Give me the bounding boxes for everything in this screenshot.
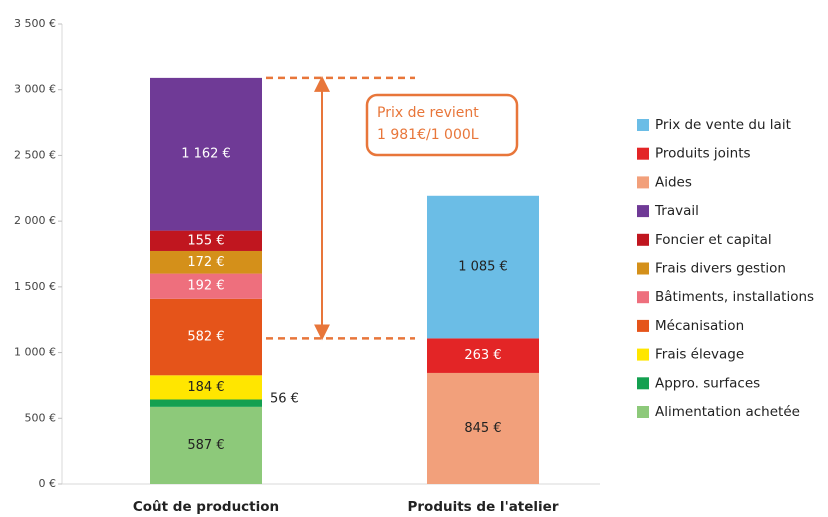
legend-label: Produits joints [655,146,751,162]
legend-label: Appro. surfaces [655,375,760,391]
data-label: 845 € [464,421,501,436]
legend-swatch [637,348,649,361]
y-tick-label: 0 € [39,477,57,490]
x-tick-label: Produits de l'atelier [408,499,559,515]
data-label: 263 € [464,348,501,363]
legend-swatch [637,377,649,390]
data-label: 155 € [187,233,224,248]
bar-segment [150,375,262,400]
data-label: 192 € [187,279,224,294]
data-label: 582 € [187,330,224,345]
y-tick-label: 500 € [25,411,57,424]
y-tick-label: 1 500 € [14,280,56,293]
y-tick-label: 3 500 € [14,17,56,30]
bar-segment [150,77,262,231]
legend-label: Aides [655,174,692,190]
legend-swatch [637,406,649,418]
annotation: Prix de revient [377,105,479,121]
legend-swatch [637,319,649,332]
bar-segment [150,298,262,376]
legend-label: Foncier et capital [655,232,772,248]
legend-label: Frais divers gestion [655,261,786,277]
legend-label: Travail [654,203,699,219]
annotation: 1 981€/1 000L [377,127,479,143]
data-label: 56 € [270,392,299,407]
legend-label: Prix de vente du lait [655,117,791,133]
legend-swatch [637,291,649,304]
y-tick-label: 1 000 € [14,346,56,359]
legend-label: Frais élevage [655,347,744,363]
data-label: 184 € [187,380,224,395]
bar-segment [427,372,539,484]
legend-swatch [637,147,649,160]
y-tick-label: 2 000 € [14,214,56,227]
x-tick-label: Coût de production [133,499,279,515]
legend-swatch [637,119,649,131]
bar-segment [427,195,539,339]
y-tick-label: 2 500 € [14,148,56,161]
data-label: 587 € [187,438,224,453]
legend-swatch [637,262,649,275]
legend-swatch [637,176,649,189]
data-label: 172 € [187,255,224,270]
y-tick-label: 3 000 € [14,83,56,96]
bar-segment [150,399,262,407]
bar-segment [150,250,262,274]
legend-label: Mécanisation [655,318,744,334]
bar-segment [150,406,262,484]
bar-segment [427,338,539,373]
bar-segment [150,230,262,251]
legend-swatch [637,233,649,246]
bar-segment [150,273,262,299]
legend-label: Alimentation achetée [655,404,800,420]
legend-label: Bâtiments, installations [655,289,814,305]
data-label: 1 085 € [458,260,508,275]
annotation-box [365,93,519,157]
legend-swatch [637,205,649,218]
data-label: 1 162 € [181,147,231,162]
